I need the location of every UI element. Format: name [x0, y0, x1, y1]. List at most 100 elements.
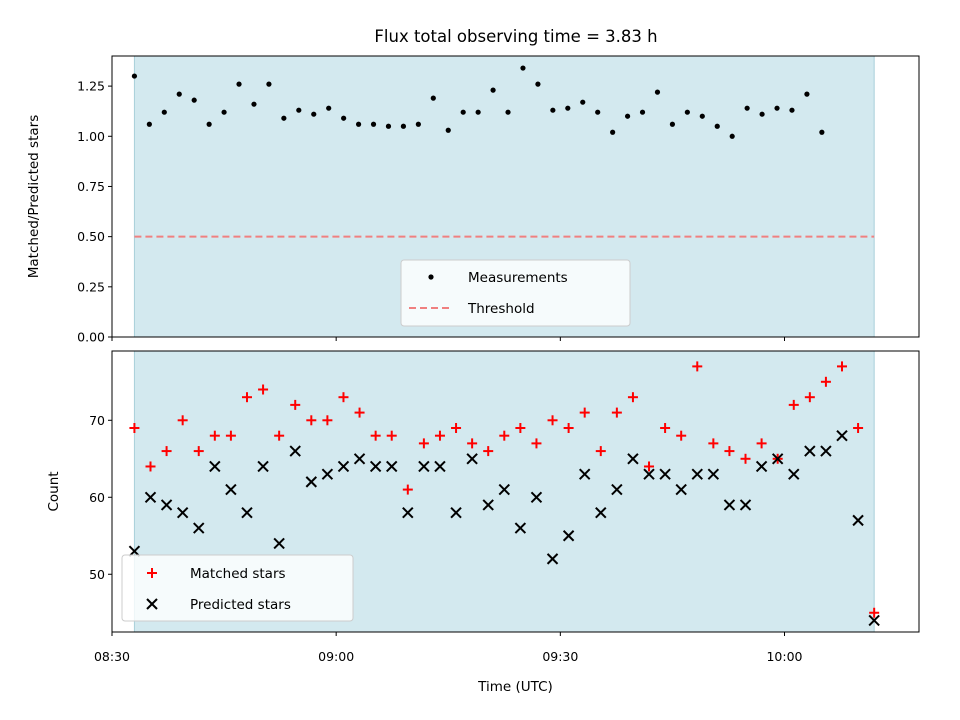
- x-stroke: [788, 468, 800, 480]
- top-legend: Measurements Threshold: [400, 259, 631, 327]
- measurement-point: [146, 121, 152, 127]
- measurement-point: [610, 129, 616, 135]
- predicted-star-point: [225, 483, 237, 496]
- x-stroke: [868, 614, 880, 627]
- predicted-star-point: [771, 453, 784, 465]
- x-stroke: [755, 460, 768, 473]
- matched-star-point: [451, 422, 462, 433]
- matched-star-point: [724, 446, 735, 457]
- x-stroke: [209, 460, 221, 473]
- measurement-point: [639, 109, 646, 115]
- x-stroke: [546, 553, 559, 565]
- matched-star-point: [290, 399, 301, 410]
- x-stroke: [337, 460, 350, 473]
- predicted-star-point: [353, 453, 366, 465]
- predicted-star-point: [144, 491, 157, 503]
- predicted-star-point: [386, 460, 398, 473]
- measurement-point: [729, 133, 735, 139]
- legend-label-matched: Matched stars: [190, 566, 286, 582]
- measurement-point: [370, 121, 377, 127]
- measurement-point: [191, 97, 197, 103]
- measurement-point: [445, 127, 451, 133]
- matched-star-point: [354, 407, 365, 418]
- bottom-axes-frame: [111, 350, 920, 633]
- matched-star-point: [483, 446, 494, 457]
- x-stroke: [146, 598, 158, 610]
- matched-star-point: [547, 415, 558, 426]
- predicted-star-point: [530, 491, 543, 503]
- measurement-point: [669, 121, 676, 127]
- measurement-point: [430, 95, 436, 101]
- measurement-point: [385, 123, 392, 129]
- predicted-star-point: [595, 506, 607, 519]
- x-stroke: [771, 453, 784, 465]
- measurement-point: [624, 113, 631, 119]
- predicted-star-point: [289, 445, 301, 457]
- measurement-point: [131, 73, 138, 79]
- bottom-y-axis-label: Count: [46, 471, 62, 511]
- matched-star-point: [644, 461, 655, 472]
- predicted-star-point: [450, 506, 462, 519]
- matched-star-point: [241, 392, 252, 403]
- top-y-axis: 0.00 0.25 0.50 0.75 1.00 1.25: [77, 79, 112, 345]
- predicted-star-point: [804, 445, 816, 457]
- predicted-star-point: [337, 460, 350, 473]
- predicted-star-point: [209, 460, 221, 473]
- predicted-star-point: [788, 468, 800, 480]
- matched-star-point: [370, 430, 381, 441]
- measurement-point: [326, 105, 332, 111]
- x-stroke: [257, 460, 269, 473]
- top-axes-frame: [111, 55, 920, 338]
- x-axis-label: Time (UTC): [477, 679, 553, 695]
- measurement-point: [266, 81, 272, 87]
- matched-star-point: [386, 430, 397, 441]
- measurement-point: [565, 105, 571, 111]
- predicted-star-point: [643, 468, 655, 480]
- measurement-point: [744, 105, 750, 111]
- bottom-y-axis: 50 60 70: [89, 413, 112, 582]
- matched-star-point: [145, 461, 156, 472]
- matched-star-point: [225, 430, 236, 441]
- x-stroke: [723, 499, 736, 511]
- measurement-point: [341, 115, 347, 121]
- measurement-point: [699, 113, 705, 119]
- predicted-star-point: [514, 522, 527, 534]
- matched-star-point: [258, 384, 269, 395]
- predicted-star-point: [820, 445, 832, 457]
- x-stroke: [241, 506, 253, 519]
- matched-star-point: [193, 446, 204, 457]
- x-stroke: [273, 537, 285, 550]
- x-stroke: [482, 499, 494, 511]
- x-stroke: [160, 499, 173, 511]
- predicted-star-point: [466, 453, 478, 465]
- legend-marker-measurements: [428, 274, 434, 280]
- bottom-legend: Matched stars Predicted stars: [121, 554, 354, 622]
- measurement-point: [206, 121, 212, 127]
- x-stroke: [193, 522, 205, 534]
- x-stroke: [386, 460, 398, 473]
- x-stroke: [836, 429, 848, 442]
- matched-star-point: [274, 430, 285, 441]
- predicted-star-point: [739, 499, 752, 511]
- measurement-point: [281, 115, 287, 121]
- measurement-point: [415, 121, 421, 127]
- measurement-point: [251, 101, 257, 107]
- predicted-star-point: [273, 537, 285, 550]
- matched-star-point: [627, 392, 638, 403]
- legend-label-predicted: Predicted stars: [190, 597, 291, 613]
- predicted-stars-series: [128, 429, 880, 627]
- x-stroke: [321, 468, 334, 480]
- matched-star-point: [402, 484, 413, 495]
- matched-star-point: [660, 422, 671, 433]
- predicted-star-point: [418, 460, 430, 473]
- predicted-star-point: [755, 460, 768, 473]
- predicted-star-point: [176, 506, 189, 519]
- x-stroke: [611, 483, 623, 496]
- matched-star-point: [837, 361, 848, 372]
- x-stroke: [691, 468, 703, 480]
- matched-star-point: [499, 430, 510, 441]
- matched-star-point: [853, 422, 864, 433]
- x-stroke: [659, 468, 671, 480]
- y-tick-label: 70: [89, 413, 105, 428]
